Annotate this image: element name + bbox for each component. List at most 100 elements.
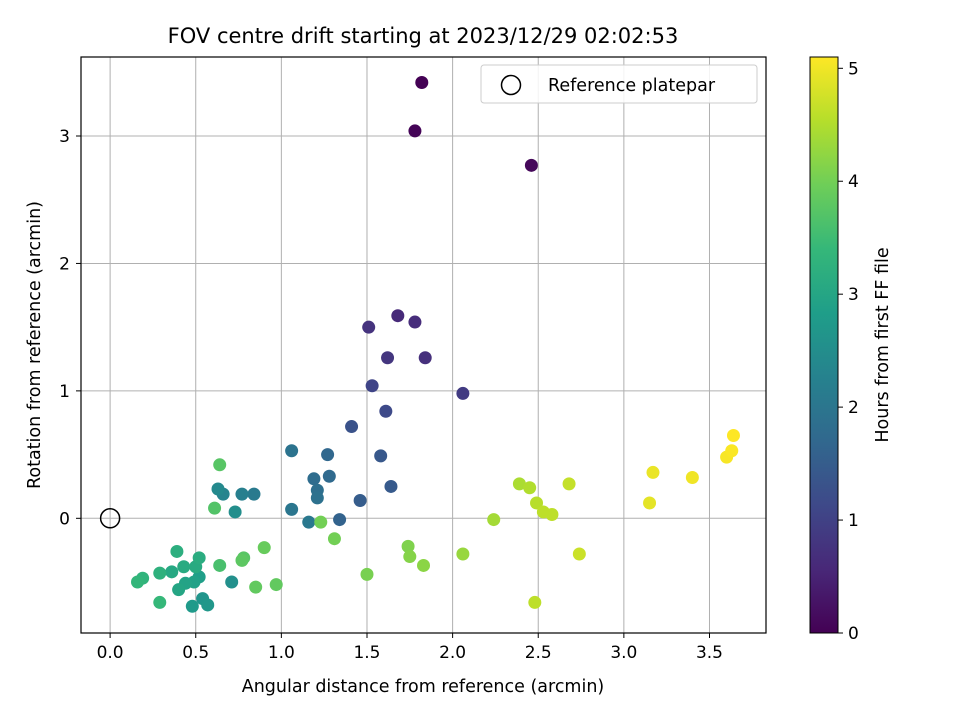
data-point	[572, 547, 586, 561]
x-axis-label: Angular distance from reference (arcmin)	[242, 677, 605, 697]
x-tick-label: 3.5	[696, 643, 723, 663]
colorbar-tick-label: 5	[848, 59, 859, 79]
data-point	[247, 487, 261, 501]
y-tick-label: 0	[59, 509, 70, 529]
colorbar-tick-label: 4	[848, 172, 859, 192]
data-point	[528, 595, 542, 609]
colorbar-tick-label: 0	[848, 624, 859, 644]
y-tick-label: 2	[59, 254, 70, 274]
data-point	[415, 75, 429, 89]
data-point	[213, 458, 227, 472]
x-tick-label: 3.0	[610, 643, 637, 663]
x-tick-label: 0.0	[97, 643, 124, 663]
data-point	[456, 547, 470, 561]
data-point	[307, 472, 321, 486]
data-point	[401, 539, 415, 553]
y-axis-label: Rotation from reference (arcmin)	[25, 201, 45, 489]
data-point	[379, 404, 393, 418]
x-tick-label: 2.5	[525, 643, 552, 663]
data-points	[131, 75, 740, 613]
data-point	[228, 505, 242, 519]
data-point	[360, 567, 374, 581]
data-point	[374, 449, 388, 463]
legend-reference-label: Reference platepar	[548, 76, 716, 96]
reference-platepar-marker	[99, 508, 121, 529]
data-point	[530, 496, 544, 510]
data-point	[725, 444, 739, 458]
data-point	[153, 595, 167, 609]
data-point	[512, 477, 526, 491]
data-point	[646, 465, 660, 479]
data-point	[165, 565, 179, 579]
data-point	[153, 566, 167, 580]
data-point	[545, 507, 559, 521]
colorbar-ticks: 0 1 2 3 4 5	[838, 59, 859, 644]
colorbar-label: Hours from first FF file	[873, 247, 893, 442]
data-point	[408, 124, 422, 138]
data-point	[524, 158, 538, 172]
data-point	[362, 320, 376, 334]
x-tick-label: 0.5	[182, 643, 209, 663]
data-point	[314, 515, 328, 529]
data-point	[333, 513, 347, 527]
data-point	[726, 428, 740, 442]
x-tick-label: 1.5	[353, 643, 380, 663]
data-point	[285, 502, 299, 516]
y-tick-label: 1	[59, 382, 70, 402]
data-point	[417, 558, 430, 572]
legend-box	[480, 64, 758, 104]
y-tick-label: 3	[59, 127, 70, 147]
data-point	[353, 493, 367, 507]
data-point	[211, 482, 225, 496]
data-point	[185, 599, 199, 613]
data-point	[257, 541, 271, 555]
colorbar-tick-label: 2	[848, 398, 859, 418]
data-point	[213, 558, 227, 572]
data-point	[192, 551, 206, 565]
data-point	[269, 578, 283, 592]
plot-frame	[80, 56, 767, 634]
data-point	[310, 491, 324, 505]
data-point	[345, 420, 359, 434]
data-point	[403, 550, 417, 564]
data-point	[225, 575, 239, 589]
data-point	[172, 583, 186, 597]
data-point	[170, 544, 184, 558]
data-point	[643, 496, 657, 510]
data-point	[322, 469, 336, 483]
data-point	[523, 481, 537, 495]
data-point	[177, 560, 191, 574]
grid-lines	[81, 57, 766, 633]
data-point	[562, 477, 576, 491]
x-tick-label: 2.0	[439, 643, 466, 663]
data-point	[131, 575, 145, 589]
data-point	[208, 501, 222, 515]
legend: Reference platepar	[480, 64, 758, 104]
x-tick-label: 1.0	[268, 643, 295, 663]
data-point	[456, 386, 470, 400]
x-axis-ticks: 0.0 0.5 1.0 1.5 2.0 2.5 3.0 3.5	[97, 633, 723, 663]
data-point	[302, 515, 316, 529]
data-point	[391, 309, 405, 323]
data-point	[285, 444, 299, 458]
legend-reference-marker	[500, 74, 522, 96]
colorbar-tick-label: 1	[848, 511, 859, 531]
data-point	[418, 351, 432, 365]
colorbar-tick-label: 3	[848, 285, 859, 305]
data-point	[201, 598, 215, 612]
colorbar: 0 1 2 3 4 5 Hours from first FF file	[809, 56, 893, 644]
data-point	[249, 580, 263, 594]
data-point	[321, 448, 335, 462]
data-point	[235, 553, 249, 567]
data-point	[685, 471, 699, 485]
data-point	[408, 315, 422, 329]
y-axis-ticks: 0 1 2 3	[59, 127, 81, 529]
data-point	[487, 513, 501, 527]
data-point	[235, 487, 249, 501]
data-point	[327, 532, 341, 546]
colorbar-gradient	[809, 56, 839, 634]
data-point	[365, 379, 379, 393]
chart-title: FOV centre drift starting at 2023/12/29 …	[168, 24, 679, 48]
data-point	[384, 479, 398, 493]
